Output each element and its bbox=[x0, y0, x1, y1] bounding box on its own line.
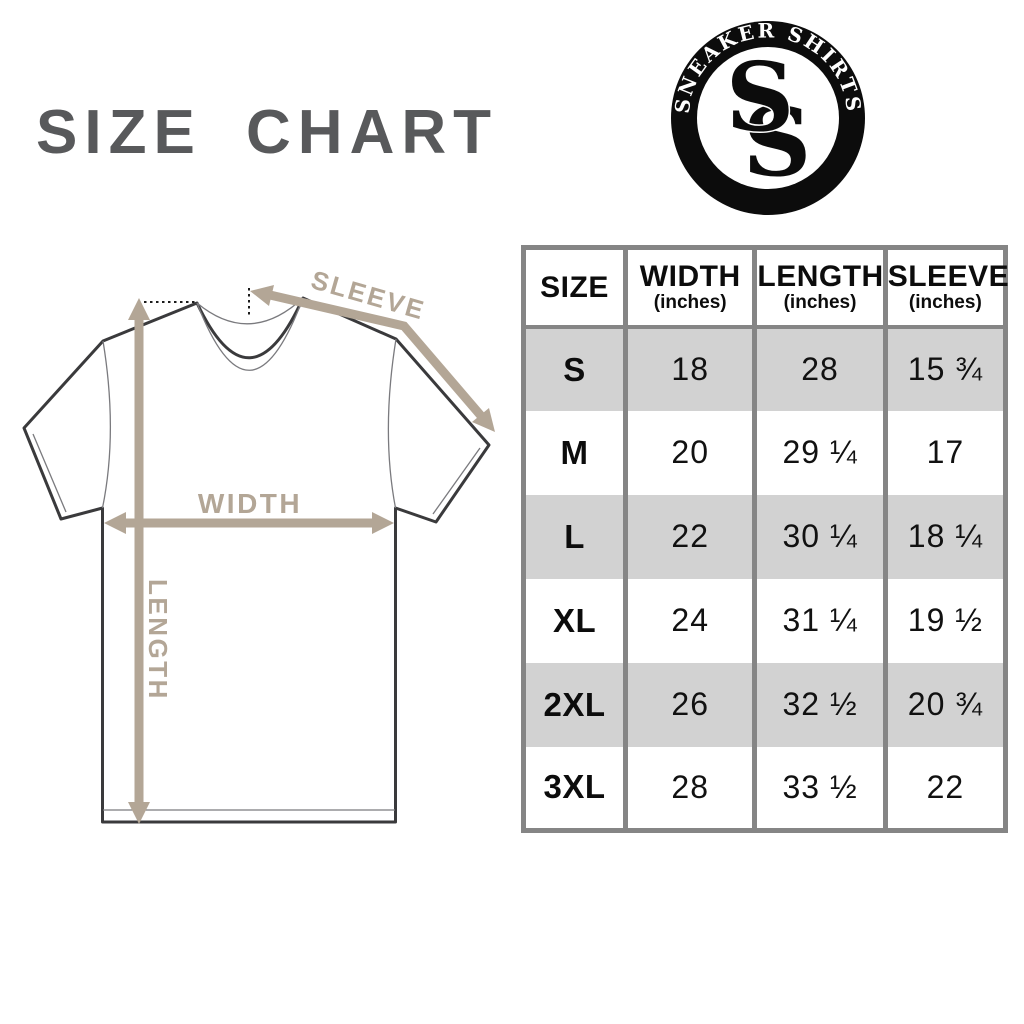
length-value: 33 ½ bbox=[752, 746, 886, 831]
header-width: WIDTH (inches) bbox=[623, 247, 755, 329]
width-value: 26 bbox=[623, 662, 755, 747]
width-value: 22 bbox=[623, 494, 755, 579]
length-value: 28 bbox=[752, 326, 886, 411]
table-row-l: L 22 30 ¼ 18 ¼ bbox=[523, 494, 1006, 579]
dotted-guides bbox=[138, 288, 250, 318]
sleeve-value: 15 ¾ bbox=[882, 326, 1006, 411]
length-value: 29 ¼ bbox=[752, 410, 886, 495]
tshirt-measurement-diagram: WIDTH LENGTH SLEEVE bbox=[22, 264, 495, 824]
size-label: 2XL bbox=[543, 685, 606, 723]
length-value: 31 ¼ bbox=[752, 578, 886, 663]
logo-inner-circle bbox=[697, 47, 839, 189]
size-label: S bbox=[563, 350, 586, 388]
monogram-s-bottom: S bbox=[743, 87, 812, 198]
monogram-s-top: S bbox=[726, 42, 795, 153]
header-length: LENGTH (inches) bbox=[752, 247, 886, 329]
sleeve-arrow bbox=[250, 285, 495, 432]
size-label: L bbox=[564, 517, 585, 555]
length-value: 30 ¼ bbox=[752, 494, 886, 579]
size-label: M bbox=[560, 433, 589, 471]
width-value: 28 bbox=[623, 746, 755, 831]
table-header-row: SIZE WIDTH (inches) LENGTH (inches) SLEE… bbox=[523, 247, 1009, 329]
length-arrow bbox=[128, 298, 150, 824]
width-value: 18 bbox=[623, 326, 755, 411]
width-label: WIDTH bbox=[198, 488, 302, 519]
brand-logo: SNEAKER SHIRTS OUTLET.COM S S bbox=[670, 18, 865, 220]
length-value: 32 ½ bbox=[752, 662, 886, 747]
table-row-m: M 20 29 ¼ 17 bbox=[524, 410, 1006, 495]
sleeve-value: 18 ¼ bbox=[882, 494, 1006, 579]
size-table: SIZE WIDTH (inches) LENGTH (inches) SLEE… bbox=[521, 245, 1009, 833]
tshirt-outline bbox=[22, 296, 491, 824]
table-row-xl: XL 24 31 ¼ 19 ½ bbox=[524, 578, 1006, 663]
sleeve-value: 22 bbox=[882, 746, 1006, 831]
width-value: 20 bbox=[623, 410, 755, 495]
sleeve-value: 17 bbox=[882, 410, 1006, 495]
sleeve-value: 20 ¾ bbox=[882, 662, 1006, 747]
width-arrow bbox=[104, 512, 394, 534]
table-row-2xl: 2XL 26 32 ½ 20 ¾ bbox=[523, 662, 1006, 747]
size-label: XL bbox=[552, 601, 597, 639]
page-title: SIZE CHART bbox=[36, 98, 498, 167]
size-label: 3XL bbox=[543, 768, 606, 806]
sleeve-value: 19 ½ bbox=[882, 578, 1006, 663]
length-label: LENGTH bbox=[143, 579, 173, 701]
ss-monogram-icon: S S bbox=[724, 41, 812, 199]
header-sleeve: SLEEVE (inches) bbox=[882, 247, 1009, 329]
width-value: 24 bbox=[623, 578, 755, 663]
table-row-s: S 18 28 15 ¾ bbox=[523, 326, 1006, 411]
table-row-3xl: 3XL 28 33 ½ 22 bbox=[524, 746, 1006, 831]
header-size: SIZE bbox=[523, 247, 626, 329]
tshirt-seams bbox=[32, 297, 481, 811]
